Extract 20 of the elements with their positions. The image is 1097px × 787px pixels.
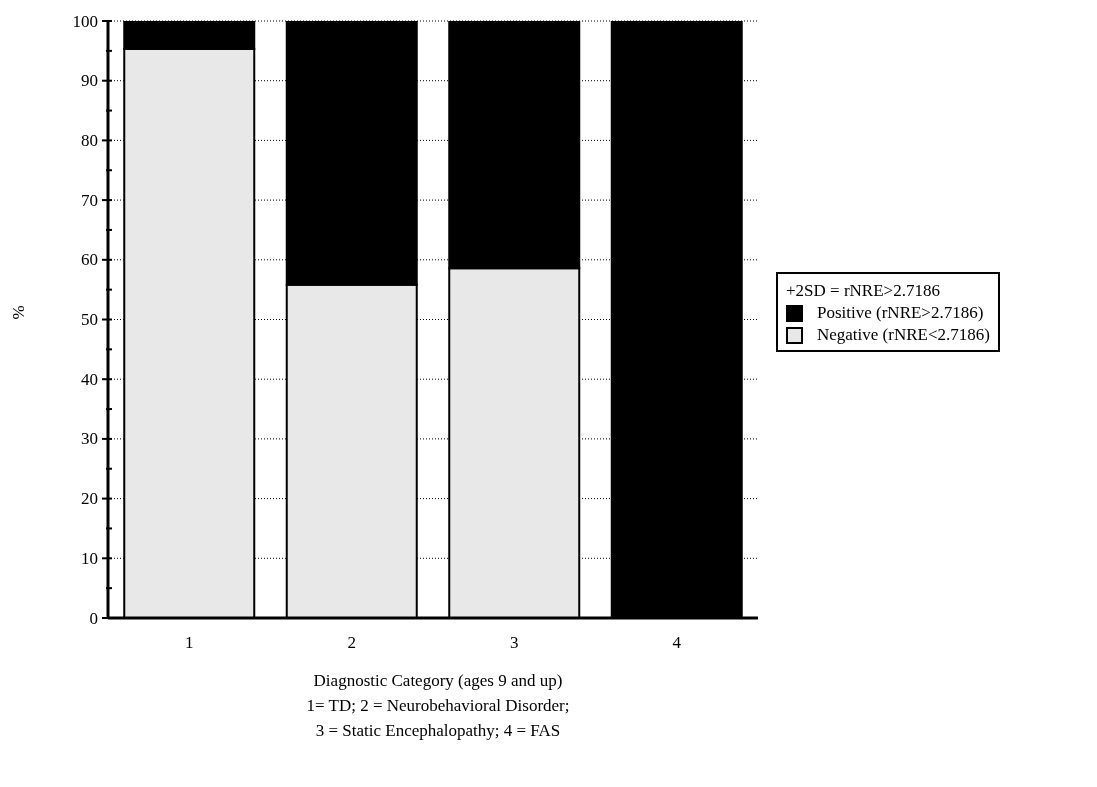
x-tick-label: 4 (672, 633, 682, 653)
y-tick-label: 70 (81, 190, 98, 210)
x-tick-label: 3 (510, 633, 519, 653)
y-tick-label: 10 (81, 548, 98, 568)
x-tick-label: 1 (185, 633, 194, 653)
y-tick-label: 20 (81, 489, 98, 509)
legend-title: +2SD = rNRE>2.7186 (786, 280, 941, 302)
legend-label: Positive (rNRE>2.7186) (817, 302, 984, 324)
y-tick-label: 50 (81, 310, 98, 329)
y-tick-label: 90 (81, 71, 98, 91)
y-tick-label: 0 (89, 608, 98, 628)
y-tick-label: 40 (81, 369, 98, 389)
x-tick-label: 2 (347, 633, 356, 653)
x-axis-title: Diagnostic Category (ages 9 and up) 1= TD; 2 = Neurobehavioral Disorder; 3 = Static Encephalopathy; 4 = FAS (305, 670, 571, 742)
y-axis-title: % (9, 305, 29, 320)
y-tick-label: 60 (81, 250, 98, 270)
y-tick-label: 30 (81, 429, 98, 449)
y-tick-label: 100 (72, 11, 98, 31)
legend-label: Negative (rNRE<2.7186) (817, 324, 990, 346)
y-tick-label: 80 (81, 130, 98, 150)
